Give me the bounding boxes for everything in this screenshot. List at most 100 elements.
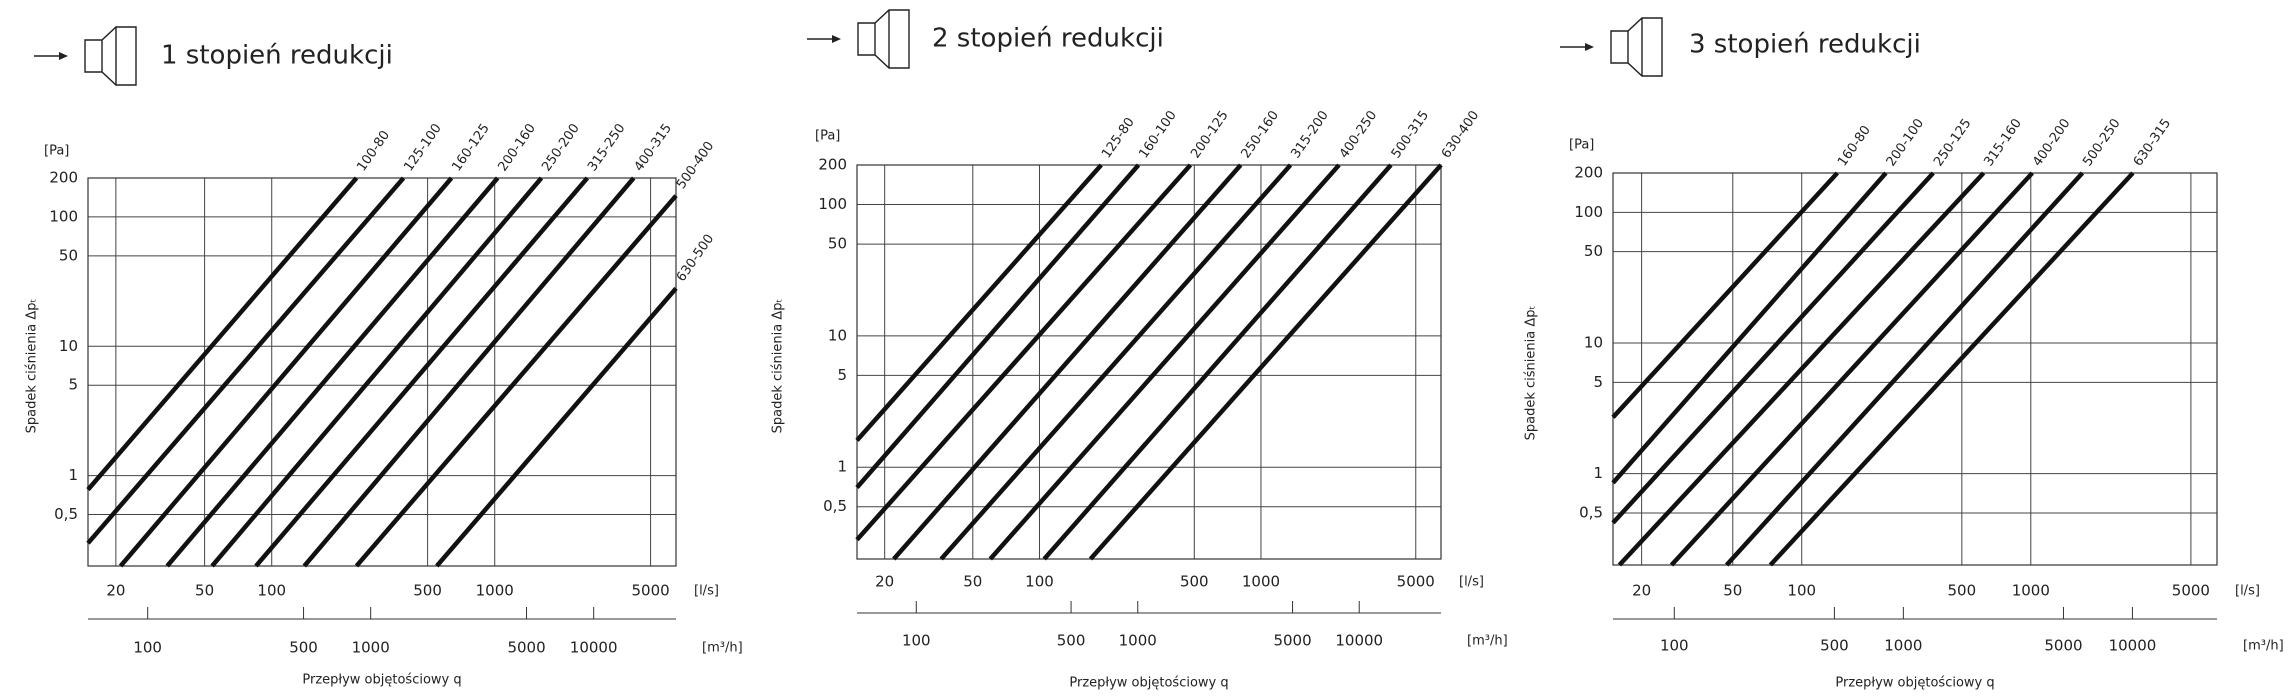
x2-tick-label: 5000 (507, 639, 545, 657)
y-tick-label: 1 (1593, 464, 1603, 482)
series-line (210, 176, 544, 568)
x-tick-label: 50 (963, 573, 982, 591)
y-tick-label: 0,5 (54, 505, 78, 523)
x-tick-label: 20 (106, 582, 125, 600)
x2-tick-label: 1000 (1119, 632, 1157, 650)
reducer-icon (84, 26, 137, 86)
series-line (165, 176, 500, 568)
series-line (86, 176, 359, 492)
series-line (435, 286, 678, 568)
series-label: 250-200 (539, 121, 582, 174)
series-line (302, 176, 636, 568)
y-unit: [Pa] (1569, 138, 1594, 153)
arrow-head (832, 35, 841, 43)
x2-tick-label: 100 (1660, 637, 1689, 655)
x2-tick-label: 10000 (1335, 632, 1383, 650)
x-tick-label: 5000 (631, 582, 669, 600)
series-label: 500-315 (1389, 108, 1432, 161)
x2-tick-label: 1000 (352, 639, 390, 657)
plot-frame (856, 164, 1442, 560)
x-tick-label: 50 (1723, 582, 1742, 600)
series-label: 250-125 (1931, 116, 1974, 169)
series-line (1611, 171, 1839, 419)
y-axis-label: Spadek ciśnienia Δpₜ (1524, 305, 1539, 440)
reducer-icon (857, 9, 910, 69)
series-line (939, 163, 1293, 561)
x-tick-label: 20 (1632, 582, 1651, 600)
x-tick-label: 100 (1025, 573, 1054, 591)
series-line (1669, 171, 2034, 567)
y-tick-label: 100 (49, 207, 78, 225)
series-label: 500-250 (2080, 116, 2123, 169)
series-label: 200-100 (1884, 116, 1927, 169)
series-label: 630-500 (674, 232, 717, 285)
reducer-icon (1610, 17, 1663, 77)
y-tick-label: 10 (59, 337, 78, 355)
series-line (855, 163, 1103, 442)
chart-title: 3 stopień redukcji (1689, 30, 1921, 60)
x-tick-label: 500 (1180, 573, 1209, 591)
x-tick-label: 5000 (2172, 582, 2210, 600)
x2-tick-label: 500 (1057, 632, 1086, 650)
series-label: 100-80 (354, 128, 393, 174)
x2-unit: [m³/h] (702, 641, 743, 656)
y-tick-label: 1 (68, 466, 78, 484)
y-tick-label: 100 (818, 195, 847, 213)
x-tick-label: 500 (1948, 582, 1977, 600)
x-unit: [l/s] (694, 584, 719, 599)
series-label: 400-250 (1337, 108, 1380, 161)
chart-panel: 3 stopień redukcji [Pa] Spadek ciśnienia Δ… (1524, 17, 2284, 691)
series-line (1611, 171, 1935, 525)
x2-tick-label: 10000 (2109, 637, 2157, 655)
x-tick-label: 50 (195, 582, 214, 600)
x-unit: [l/s] (1459, 575, 1484, 590)
x-tick-label: 100 (257, 582, 286, 600)
x-tick-label: 100 (1787, 582, 1816, 600)
series-label: 630-400 (1439, 108, 1482, 161)
series-label: 630-315 (2131, 116, 2174, 169)
y-unit: [Pa] (44, 144, 69, 159)
x-tick-label: 1000 (2012, 582, 2050, 600)
y-tick-label: 5 (1593, 373, 1603, 391)
plot-frame (1612, 172, 2218, 566)
y-tick-label: 0,5 (823, 497, 847, 515)
y-tick-label: 10 (828, 326, 847, 344)
series-line (855, 163, 1193, 542)
chart-panel: 2 stopień redukcji [Pa] Spadek ciśnienia Δ… (771, 9, 1508, 691)
series-line (1042, 163, 1393, 561)
series-label: 160-125 (449, 121, 492, 174)
chart-title: 1 stopień redukcji (161, 41, 393, 71)
x-tick-label: 1000 (476, 582, 514, 600)
x2-tick-label: 100 (902, 632, 931, 650)
series-label: 315-160 (1981, 116, 2024, 169)
x2-unit: [m³/h] (2243, 639, 2284, 654)
series-line (86, 176, 406, 545)
series-line (988, 163, 1341, 561)
x2-tick-label: 5000 (1273, 632, 1311, 650)
series-line (1088, 163, 1443, 561)
series-label: 250-160 (1239, 108, 1282, 161)
y-axis-label: Spadek ciśnienia Δpₜ (25, 298, 40, 433)
y-tick-label: 50 (828, 235, 847, 253)
series-line (1768, 171, 2135, 567)
series-label: 315-250 (585, 121, 628, 174)
series-label: 160-100 (1136, 108, 1179, 161)
chart-title: 2 stopień redukcji (932, 24, 1164, 54)
series-label: 125-100 (401, 121, 444, 174)
x-unit: [l/s] (2235, 584, 2260, 599)
series-label: 400-315 (632, 121, 675, 174)
y-tick-label: 5 (68, 376, 78, 394)
series-line (855, 163, 1141, 489)
arrow-head (59, 52, 68, 60)
series-label: 200-160 (495, 121, 538, 174)
series-line (254, 176, 590, 568)
y-axis-label: Spadek ciśnienia Δpₜ (771, 298, 786, 433)
series-label: 160-80 (1835, 123, 1874, 169)
series-label: 400-200 (2030, 116, 2073, 169)
series-line (892, 163, 1243, 561)
y-tick-label: 10 (1584, 334, 1603, 352)
y-tick-label: 50 (59, 246, 78, 264)
y-tick-label: 200 (1574, 164, 1603, 182)
